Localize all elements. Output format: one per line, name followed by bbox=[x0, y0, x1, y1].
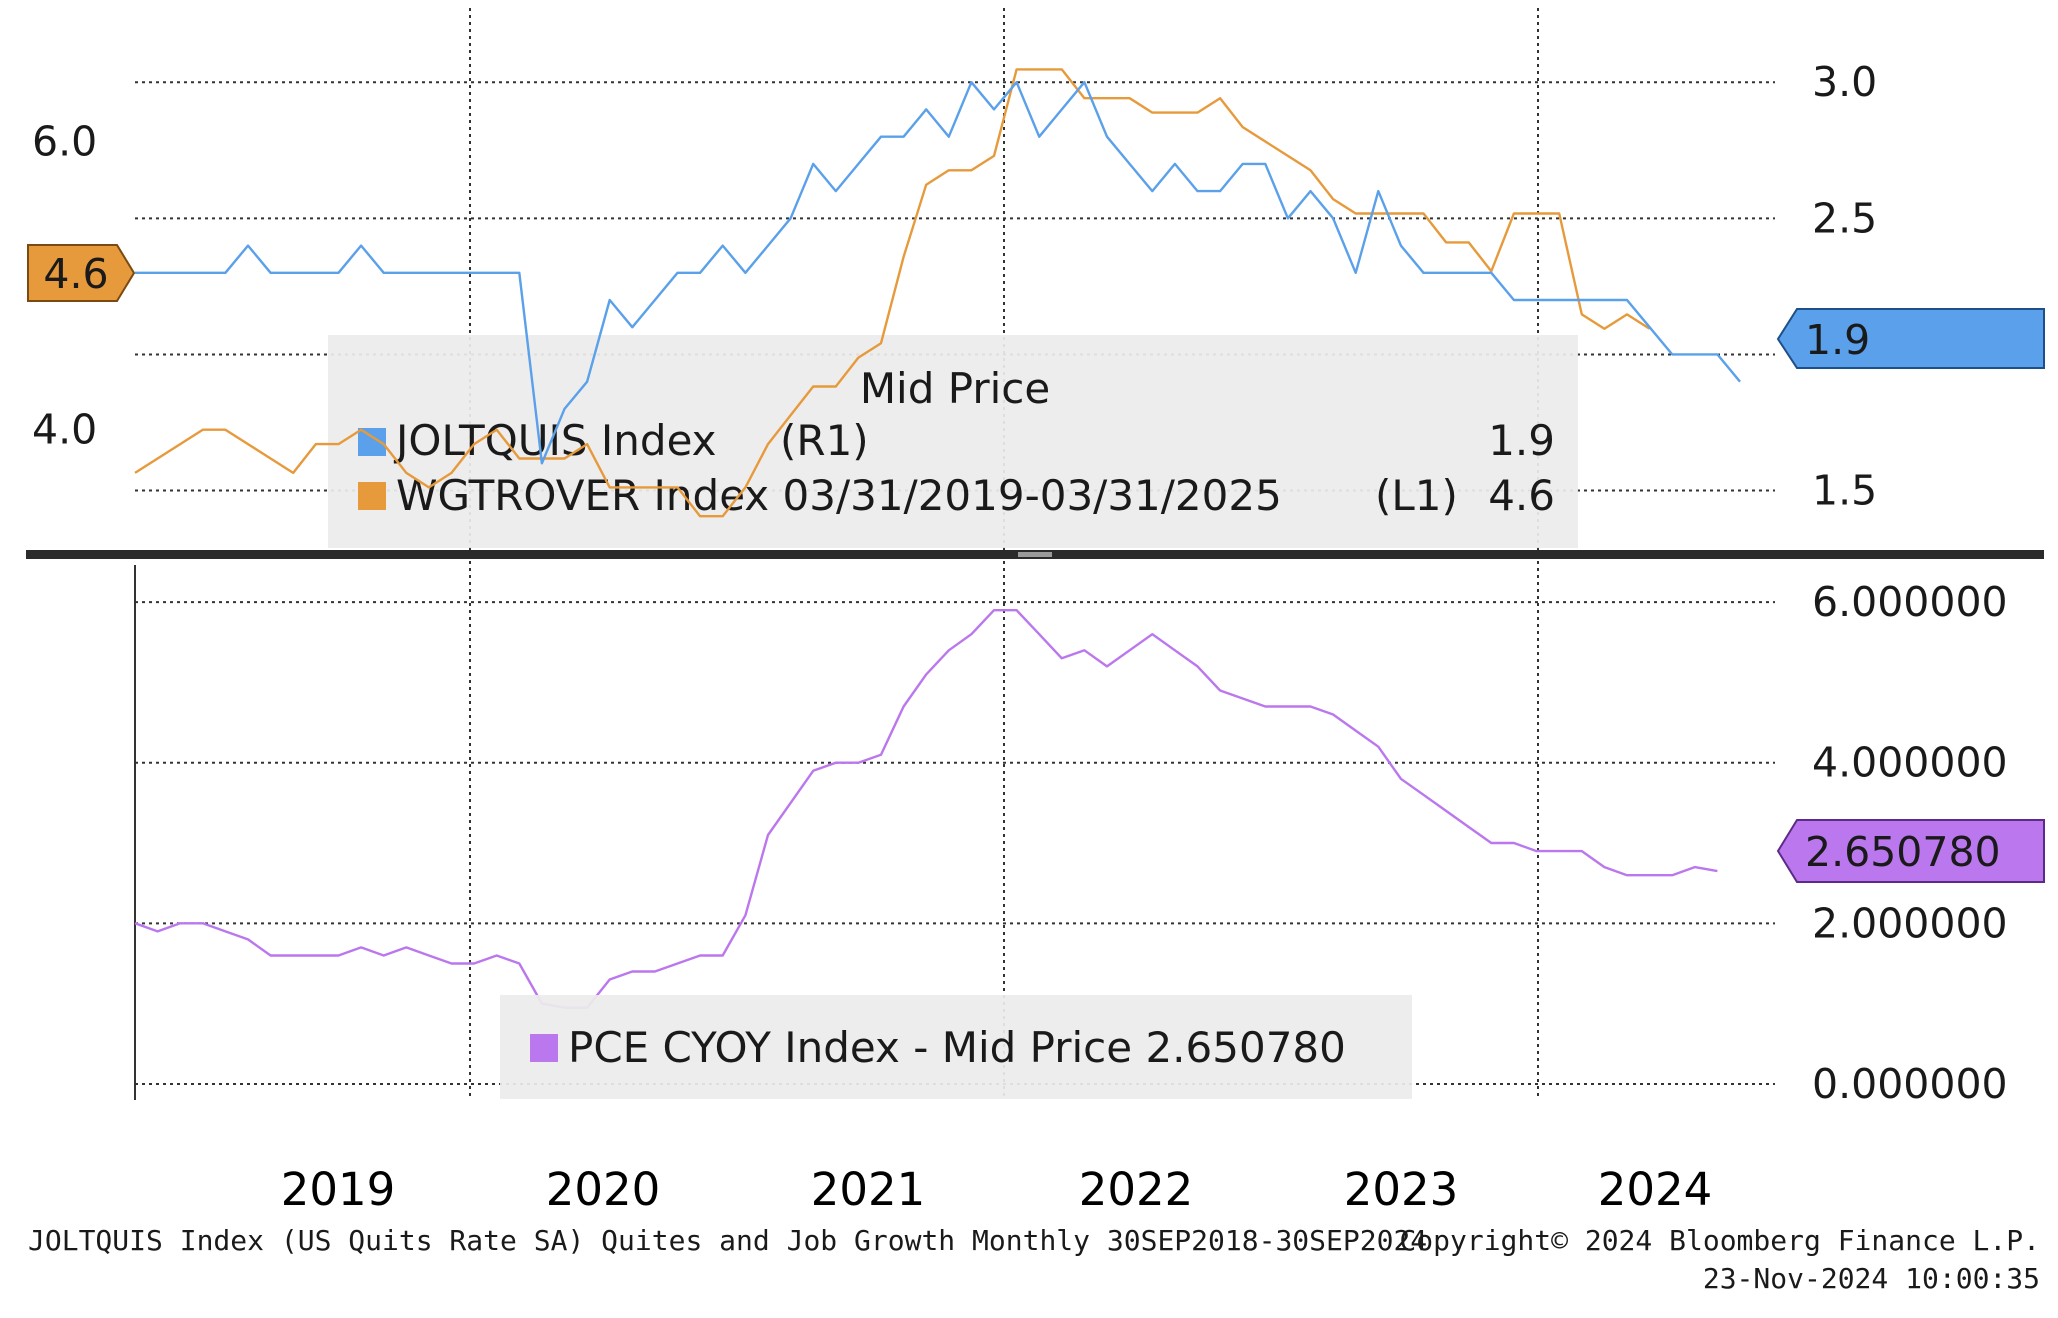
tag-wgtrover: 4.6 bbox=[27, 244, 136, 302]
footer-description: JOLTQUIS Index (US Quits Rate SA) Quites… bbox=[28, 1224, 1427, 1257]
year-label: 2023 bbox=[1344, 1163, 1459, 1216]
legend-title: Mid Price bbox=[860, 364, 1050, 413]
bottom-legend: PCE CYOY Index - Mid Price 2.650780 bbox=[500, 995, 1412, 1099]
bottom-axis-tick: 0.000000 bbox=[1812, 1060, 2008, 1108]
year-label: 2022 bbox=[1079, 1163, 1194, 1216]
left-axis-tick: 6.0 bbox=[32, 117, 97, 165]
legend-swatch-wgtrover bbox=[358, 482, 386, 510]
tag-joltquis: 1.9 bbox=[1776, 308, 2045, 369]
legend-axis-wgtrover: (L1) bbox=[1375, 471, 1458, 520]
tag-pce: 2.650780 bbox=[1776, 819, 2045, 883]
series-line-pce bbox=[134, 609, 1718, 1009]
footer-copyright: Copyright© 2024 Bloomberg Finance L.P. bbox=[1399, 1224, 2040, 1257]
series-line-wgtrover bbox=[134, 68, 1651, 518]
bottom-axis-tick: 2.000000 bbox=[1812, 899, 2008, 947]
year-label: 2021 bbox=[811, 1163, 926, 1216]
top-legend-background bbox=[328, 335, 1578, 548]
legend-swatch-pce bbox=[530, 1034, 558, 1062]
footer: JOLTQUIS Index (US Quits Rate SA) Quites… bbox=[28, 1224, 2040, 1295]
tag-wgtrover-value: 4.6 bbox=[43, 250, 108, 298]
tag-joltquis-value: 1.9 bbox=[1805, 316, 1870, 364]
bottom-legend-background bbox=[500, 995, 1412, 1099]
legend-value-joltquis: 1.9 bbox=[1488, 416, 1555, 465]
axis-labels: 3.02.52.01.56.04.06.0000004.0000002.0000… bbox=[32, 58, 2008, 1108]
series-line-joltquis bbox=[135, 80, 1741, 465]
x-axis-years: 2019 2020 2021 2022 2023 2024 bbox=[281, 1163, 1713, 1216]
series-layer bbox=[134, 68, 1741, 1009]
year-label: 2019 bbox=[281, 1163, 396, 1216]
top-legend: Mid Price JOLTQUIS Index (R1) 1.9 WGTROV… bbox=[328, 335, 1578, 548]
legend-label-joltquis: JOLTQUIS Index bbox=[393, 416, 717, 465]
right-axis-tick: 3.0 bbox=[1812, 58, 1877, 106]
bottom-axis-tick: 6.000000 bbox=[1812, 578, 2008, 626]
panel-divider-grip[interactable] bbox=[1018, 552, 1052, 557]
year-label: 2024 bbox=[1598, 1163, 1713, 1216]
footer-timestamp: 23-Nov-2024 10:00:35 bbox=[1703, 1262, 2040, 1295]
legend-label-pce: PCE CYOY Index - Mid Price 2.650780 bbox=[568, 1023, 1346, 1072]
right-axis-tick: 2.5 bbox=[1812, 194, 1877, 242]
bottom-axis-tick: 4.000000 bbox=[1812, 739, 2008, 787]
left-axis-tick: 4.0 bbox=[32, 406, 97, 454]
legend-axis-joltquis: (R1) bbox=[780, 416, 869, 465]
legend-value-wgtrover: 4.6 bbox=[1488, 471, 1555, 520]
right-axis-tick: 1.5 bbox=[1812, 467, 1877, 515]
legend-label-wgtrover: WGTROVER Index 03/31/2019-03/31/2025 bbox=[396, 471, 1282, 520]
tag-pce-value: 2.650780 bbox=[1805, 828, 2001, 876]
year-label: 2020 bbox=[546, 1163, 661, 1216]
